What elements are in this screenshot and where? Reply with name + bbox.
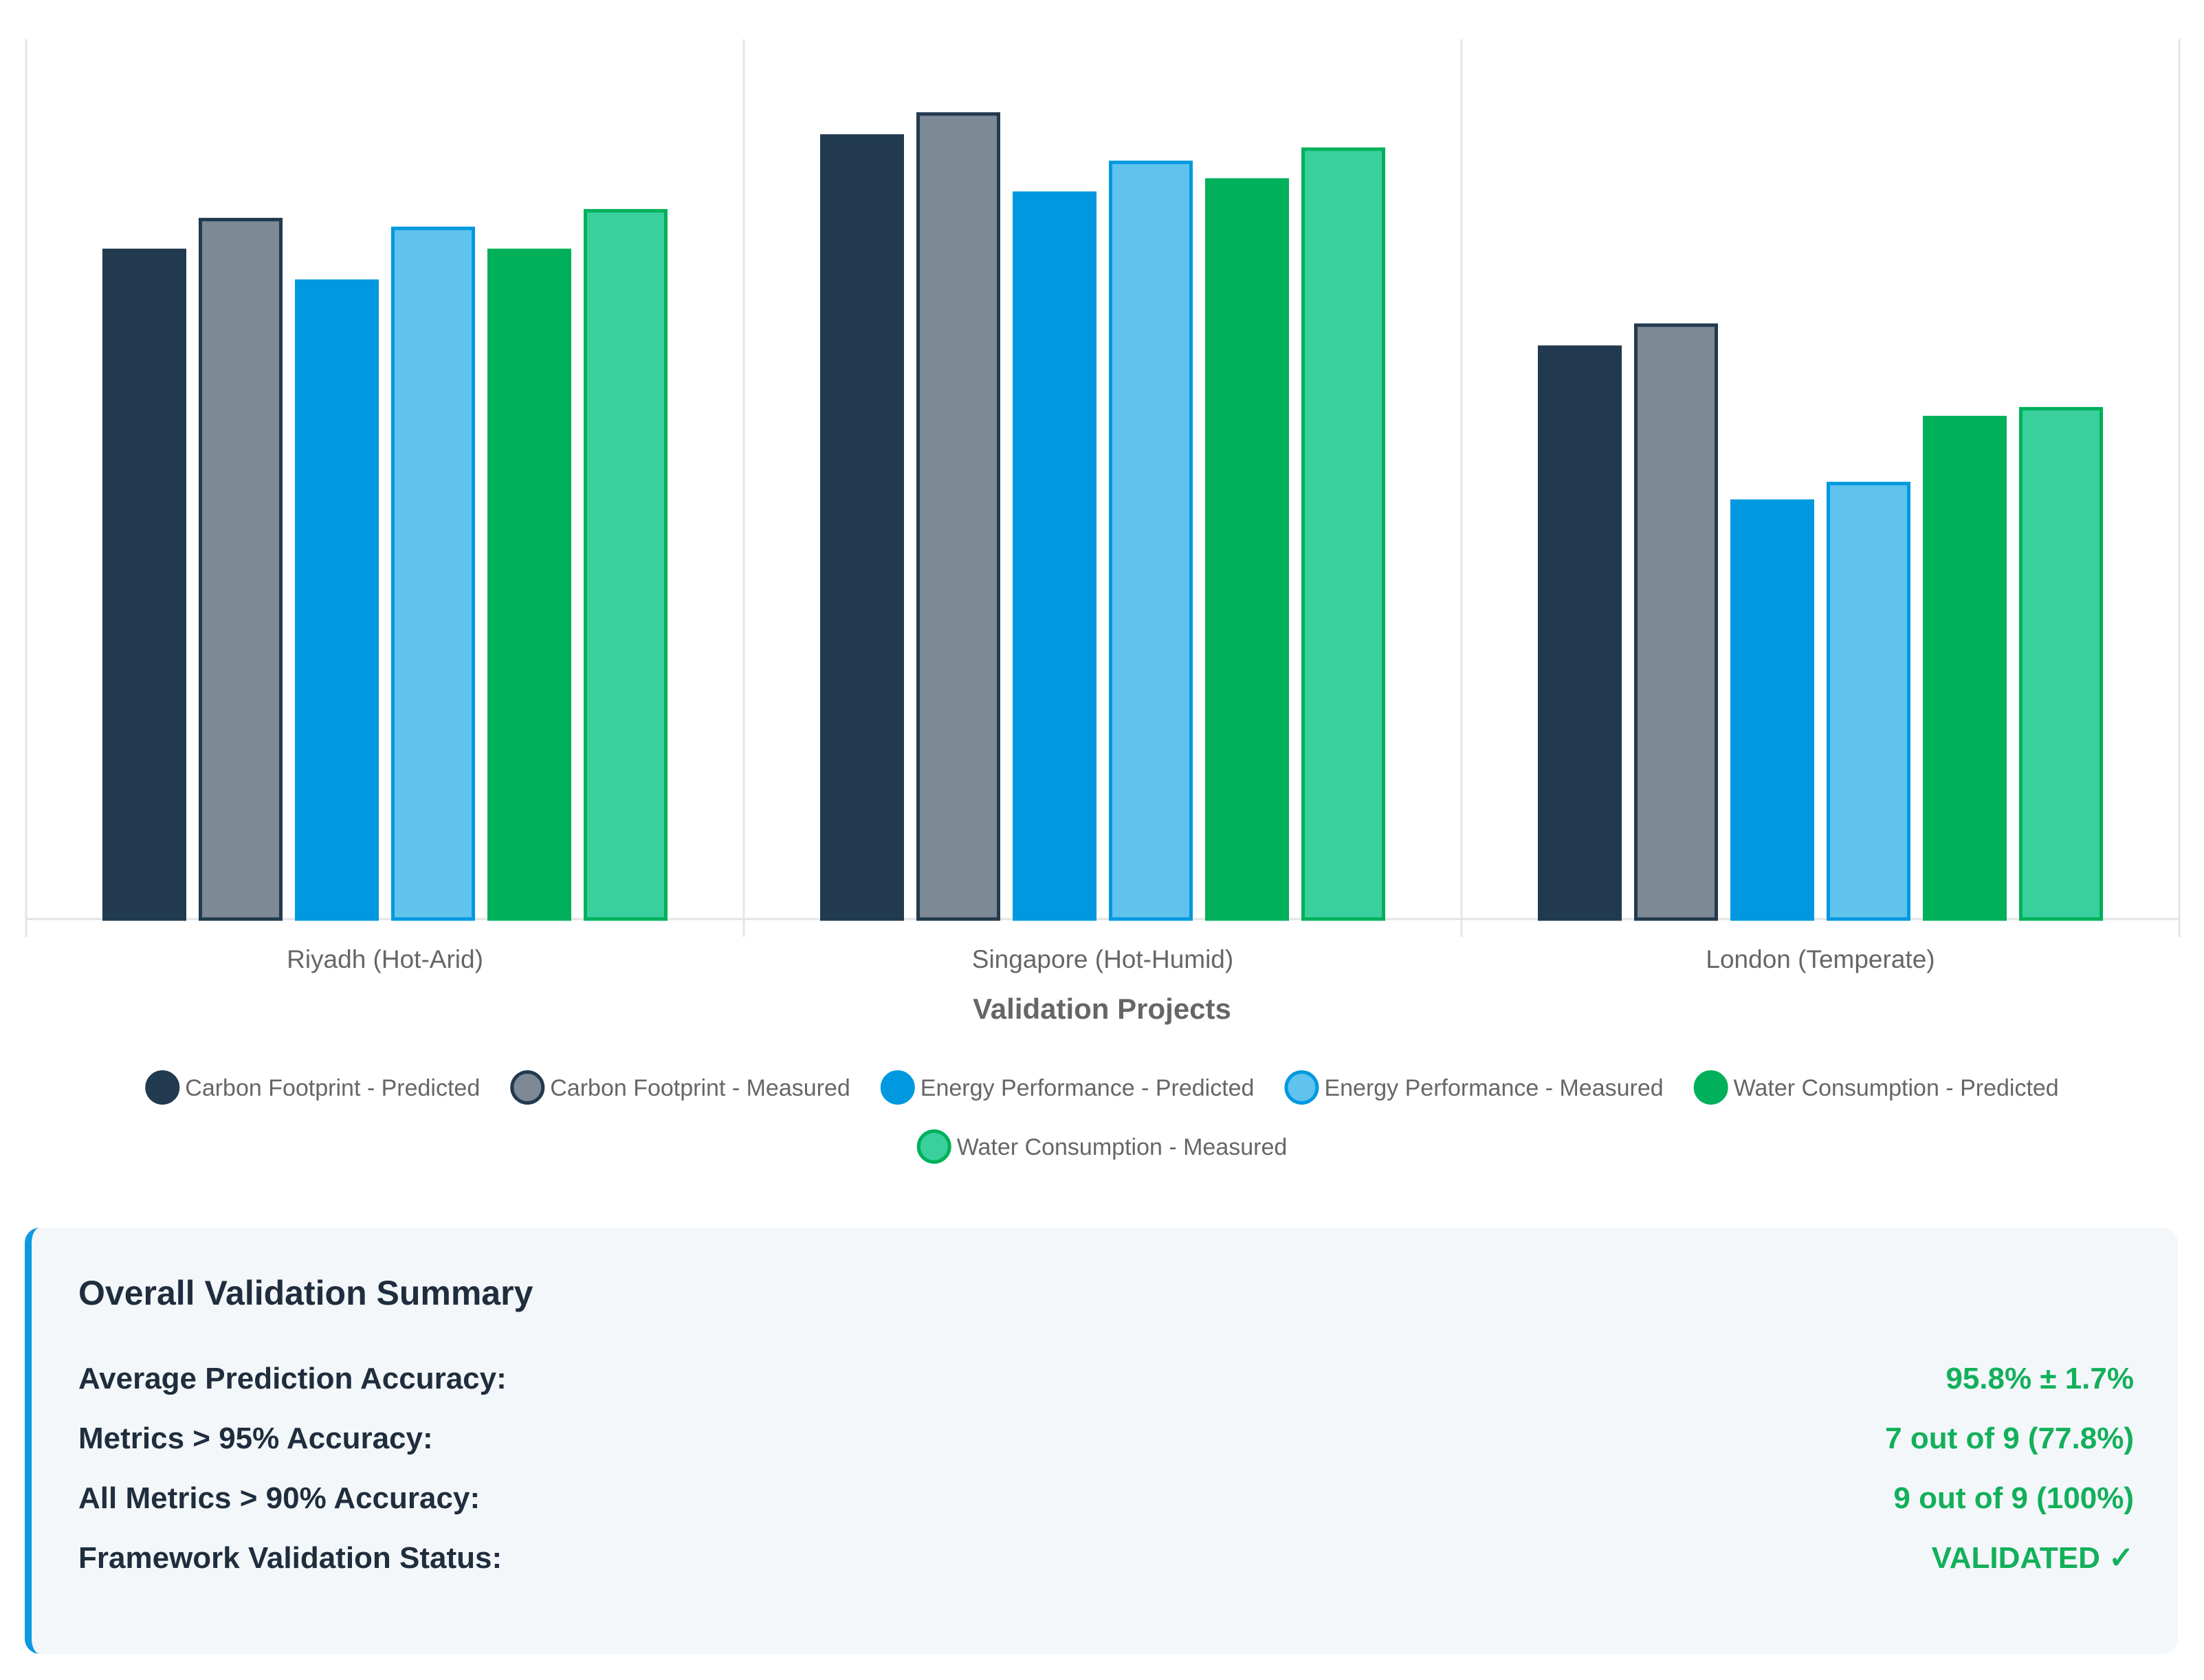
legend-label: Carbon Footprint - Measured (550, 1075, 850, 1101)
legend-swatch (510, 1070, 545, 1105)
summary-row-all-metrics-over-90: All Metrics > 90% Accuracy: 9 out of 9 (… (78, 1468, 2134, 1528)
bar-water-consumption-measured-0[interactable] (584, 209, 668, 921)
bar-energy-performance-predicted-1[interactable] (1013, 191, 1097, 921)
legend-item-energy-performance-measured[interactable]: Energy Performance - Measured (1284, 1070, 1664, 1105)
legend-label: Carbon Footprint - Predicted (185, 1075, 480, 1101)
legend-item-water-consumption-predicted[interactable]: Water Consumption - Predicted (1693, 1070, 2059, 1105)
bar-energy-performance-predicted-0[interactable] (295, 279, 379, 921)
summary-row-average-accuracy: Average Prediction Accuracy: 95.8% ± 1.7… (78, 1349, 2134, 1408)
bar-energy-performance-predicted-2[interactable] (1730, 499, 1814, 921)
summary-label: Average Prediction Accuracy: (78, 1361, 507, 1395)
summary-label: All Metrics > 90% Accuracy: (78, 1481, 481, 1515)
x-tick-label: London (Temperate) (1706, 945, 1935, 973)
summary-row-metrics-over-95: Metrics > 95% Accuracy: 7 out of 9 (77.8… (78, 1408, 2134, 1468)
bar-chart: Riyadh (Hot-Arid) Singapore (Hot-Humid) Lo… (25, 39, 2181, 1164)
summary-label: Metrics > 95% Accuracy: (78, 1421, 433, 1455)
x-tick-label: Singapore (Hot-Humid) (972, 945, 1233, 973)
x-tick-label: Riyadh (Hot-Arid) (287, 945, 483, 973)
legend-swatch (1693, 1070, 1728, 1105)
bar-water-consumption-measured-1[interactable] (1301, 147, 1385, 921)
legend-label: Water Consumption - Measured (957, 1134, 1288, 1160)
summary-row-validation-status: Framework Validation Status: VALIDATED ✓ (78, 1528, 2134, 1588)
legend-label: Energy Performance - Measured (1324, 1075, 1663, 1101)
chart-grid (25, 39, 2181, 937)
bar-energy-performance-measured-1[interactable] (1109, 160, 1193, 921)
summary-value: 9 out of 9 (100%) (1893, 1481, 2134, 1515)
bar-water-consumption-predicted-1[interactable] (1205, 178, 1289, 921)
legend-swatch (880, 1070, 915, 1105)
legend-swatch (1284, 1070, 1319, 1105)
bar-water-consumption-measured-2[interactable] (2019, 407, 2103, 921)
bar-water-consumption-predicted-0[interactable] (487, 248, 571, 921)
legend-label: Water Consumption - Predicted (1734, 1075, 2059, 1101)
bar-carbon-footprint-predicted-1[interactable] (820, 134, 904, 921)
legend-label: Energy Performance - Predicted (921, 1075, 1255, 1101)
summary-label: Framework Validation Status: (78, 1540, 503, 1575)
bar-water-consumption-predicted-2[interactable] (1923, 415, 2007, 921)
bar-carbon-footprint-measured-1[interactable] (916, 112, 1000, 921)
legend-swatch (145, 1070, 180, 1105)
bar-carbon-footprint-predicted-0[interactable] (102, 248, 186, 921)
bar-energy-performance-measured-2[interactable] (1827, 481, 1910, 921)
bar-carbon-footprint-measured-0[interactable] (199, 217, 283, 921)
summary-title: Overall Validation Summary (78, 1274, 533, 1312)
legend-item-carbon-footprint-predicted[interactable]: Carbon Footprint - Predicted (145, 1070, 480, 1105)
x-axis-title: Validation Projects (973, 993, 1231, 1025)
validation-status-badge: VALIDATED ✓ (1931, 1541, 2134, 1575)
bar-carbon-footprint-measured-2[interactable] (1634, 323, 1718, 921)
legend-item-carbon-footprint-measured[interactable]: Carbon Footprint - Measured (510, 1070, 850, 1105)
summary-value: 7 out of 9 (77.8%) (1885, 1421, 2134, 1455)
legend-item-water-consumption-measured[interactable]: Water Consumption - Measured (916, 1129, 1288, 1164)
bar-carbon-footprint-predicted-2[interactable] (1538, 345, 1622, 921)
chart-legend[interactable]: Carbon Footprint - Predicted Carbon Footp… (145, 1070, 2059, 1164)
bar-energy-performance-measured-0[interactable] (391, 226, 475, 921)
legend-swatch (916, 1129, 951, 1164)
summary-value: 95.8% ± 1.7% (1946, 1361, 2134, 1395)
legend-item-energy-performance-predicted[interactable]: Energy Performance - Predicted (880, 1070, 1255, 1105)
validation-summary-panel: Overall Validation Summary Average Predi… (25, 1228, 2178, 1654)
x-axis-ticks: Riyadh (Hot-Arid) Singapore (Hot-Humid) Lo… (287, 945, 1935, 973)
chart-bars (102, 112, 2103, 921)
